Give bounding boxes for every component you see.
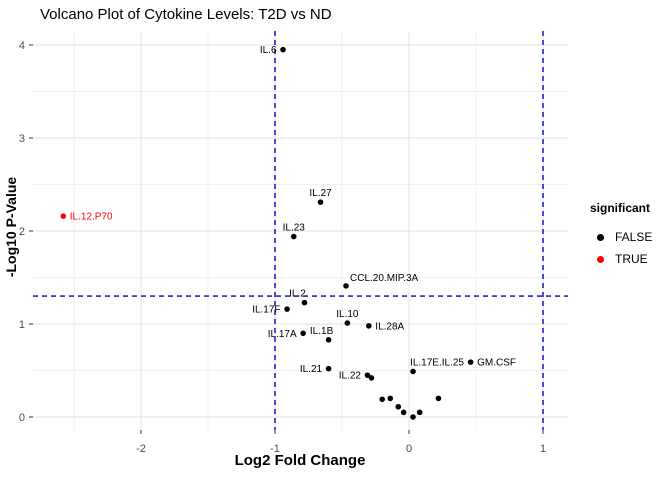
point-label: IL.17F xyxy=(252,305,280,316)
point-label: GM.CSF xyxy=(477,358,516,369)
y-tick-label: 2 xyxy=(19,226,25,238)
point-label: IL.27 xyxy=(309,188,332,199)
data-point xyxy=(280,46,286,53)
x-axis-title: Log2 Fold Change xyxy=(234,452,366,469)
x-tick-label: -1 xyxy=(270,443,280,455)
data-point xyxy=(387,395,394,402)
data-point xyxy=(368,375,375,381)
data-point xyxy=(60,213,67,219)
data-point xyxy=(290,233,297,240)
point-label: IL.21 xyxy=(300,364,323,375)
legend-key-false-icon xyxy=(597,233,604,241)
legend-key-true-icon xyxy=(597,255,604,263)
legend-item-true: TRUE xyxy=(590,248,652,270)
data-point xyxy=(284,306,290,312)
x-tick-label: -2 xyxy=(136,443,146,455)
point-label: IL.28A xyxy=(375,321,404,332)
legend-title: significant xyxy=(590,201,651,215)
data-point xyxy=(317,199,324,205)
data-point xyxy=(435,395,442,402)
legend-label-true: TRUE xyxy=(615,252,648,266)
point-label: IL.6 xyxy=(260,45,277,56)
data-point xyxy=(410,368,416,375)
data-point xyxy=(325,365,332,372)
legend: significant FALSE TRUE xyxy=(590,201,652,270)
point-label: IL.17A xyxy=(268,329,297,340)
y-tick-label: 0 xyxy=(19,412,25,424)
data-point xyxy=(395,403,402,410)
point-label: IL.22 xyxy=(339,371,362,382)
point-label: IL.2 xyxy=(289,289,306,300)
data-point xyxy=(344,320,351,326)
point-label: IL.1B xyxy=(310,326,334,337)
point-label: IL.12.P70 xyxy=(70,212,113,223)
y-tick-label: 3 xyxy=(19,133,25,145)
x-tick-label: 0 xyxy=(406,443,412,455)
point-label: CCL.20.MIP.3A xyxy=(350,273,419,284)
data-point xyxy=(325,337,332,343)
data-point xyxy=(300,330,306,337)
point-label: IL.10 xyxy=(336,309,359,320)
data-point xyxy=(400,409,407,416)
legend-label-false: FALSE xyxy=(615,230,653,244)
legend-item-false: FALSE xyxy=(590,226,652,248)
point-label: IL.23 xyxy=(283,223,306,234)
data-point xyxy=(467,359,474,365)
y-axis-title: -Log10 P-Value xyxy=(3,176,19,278)
data-point xyxy=(343,283,349,289)
data-point xyxy=(379,396,386,403)
y-tick-label: 4 xyxy=(19,40,25,52)
plot-title: Volcano Plot of Cytokine Levels: T2D vs … xyxy=(40,6,332,23)
data-point xyxy=(366,323,372,329)
y-tick-label: 1 xyxy=(19,319,25,331)
data-point xyxy=(416,409,423,416)
point-label: IL.17E.IL.25 xyxy=(410,357,464,368)
data-point xyxy=(410,414,416,420)
data-point xyxy=(364,372,371,378)
data-point xyxy=(301,299,308,306)
x-tick-label: 1 xyxy=(540,443,546,455)
